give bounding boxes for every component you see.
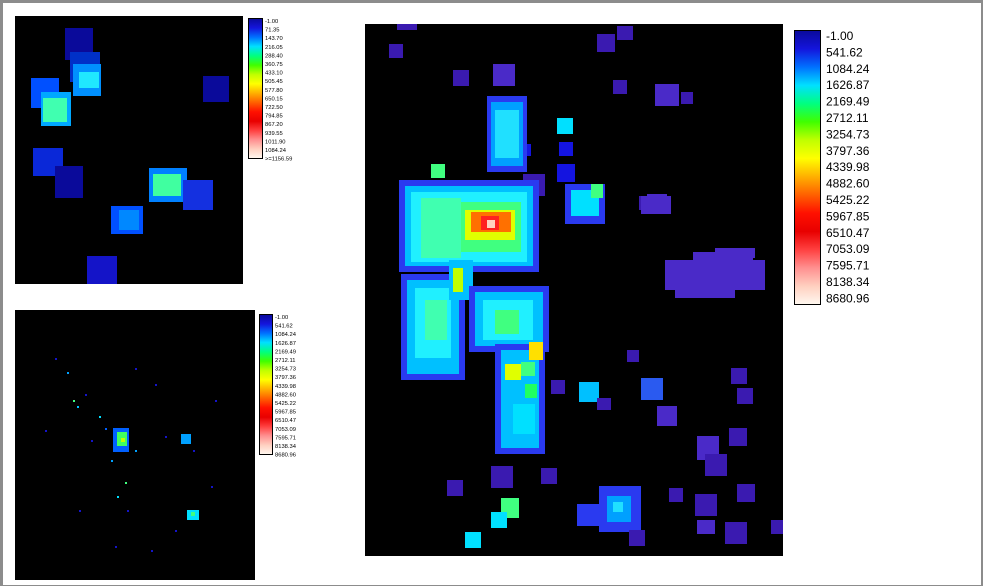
legend-label: 3797.36	[275, 375, 296, 381]
map-top-left	[15, 16, 243, 284]
color-bar	[259, 314, 273, 455]
legend-label: 3797.36	[826, 144, 870, 158]
legend-label: 577.80	[265, 88, 283, 94]
legend-label: 3254.73	[826, 127, 870, 141]
legend-label: 2169.49	[275, 349, 296, 355]
legend-label: 722.50	[265, 105, 283, 111]
legend-label: 5967.85	[826, 209, 870, 223]
legend-label: 7595.71	[275, 435, 296, 441]
hotspot-cluster	[113, 428, 199, 520]
east-plume	[665, 248, 765, 298]
legend-label: 4339.98	[826, 160, 870, 174]
map-bottom-left	[15, 310, 255, 580]
legend-label: 360.75	[265, 62, 283, 68]
legend-label: 1011.90	[265, 139, 286, 145]
legend-label: 8680.96	[275, 453, 296, 459]
legend-label: 2712.11	[826, 111, 869, 125]
cell	[55, 166, 83, 198]
legend-label: 8138.34	[826, 275, 870, 289]
color-scale: -1.00 541.62 1084.24 1626.87 2169.49 2712.11 3…	[794, 29, 870, 305]
speckle-layer	[45, 358, 217, 552]
legend-label: -1.00	[826, 29, 854, 43]
cell	[79, 72, 99, 88]
legend-label: 505.45	[265, 79, 283, 85]
legend-label: 1084.24	[275, 332, 297, 338]
legend-label: 288.40	[265, 53, 283, 59]
map-top-left-canvas	[31, 28, 229, 284]
legend-label: 939.55	[265, 131, 283, 137]
legend-label: >=1156.59	[265, 157, 292, 163]
scattered-cells	[447, 194, 783, 548]
legend-label: 433.10	[265, 71, 283, 77]
legend-label: 794.85	[265, 114, 283, 120]
legend-label: 1626.87	[826, 78, 870, 92]
cell	[183, 180, 213, 210]
main-cluster	[399, 96, 605, 454]
legend-label: 4339.98	[275, 384, 296, 390]
legend-bottom-left: -1.00 541.62 1084.24 1626.87 2169.49 2712.11 3…	[259, 314, 355, 459]
legend-label: 8680.96	[826, 291, 870, 305]
legend-label: 1084.24	[265, 148, 287, 154]
legend-label: 5425.22	[826, 193, 870, 207]
legend-label: 5967.85	[275, 410, 296, 416]
cell	[119, 210, 139, 230]
cell	[87, 256, 117, 284]
map-bottom-left-canvas	[45, 358, 217, 552]
legend-label: 2712.11	[275, 358, 296, 364]
legend-label: 1626.87	[275, 341, 296, 347]
cell	[203, 76, 229, 102]
legend-top-left: -1.00 71.35 143.70 216.05 288.40 360.75 433.10…	[248, 18, 345, 163]
legend-label: 7053.09	[826, 242, 870, 256]
color-scale: -1.00 71.35 143.70 216.05 288.40 360.75 433.10…	[248, 18, 292, 163]
color-bar	[794, 30, 821, 305]
legend-label: 7053.09	[275, 427, 296, 433]
map-main	[365, 24, 783, 556]
legend-label: 4882.60	[826, 177, 870, 191]
legend-label: 143.70	[265, 36, 283, 42]
legend-label: 650.15	[265, 96, 283, 102]
legend-label: -1.00	[275, 315, 288, 321]
legend-label: 5425.22	[275, 401, 296, 407]
legend-label: 8138.34	[275, 444, 297, 450]
color-scale: -1.00 541.62 1084.24 1626.87 2169.49 2712.11 3…	[259, 314, 297, 459]
color-bar	[248, 18, 263, 159]
legend-label: 6510.47	[275, 418, 296, 424]
legend-label: 216.05	[265, 45, 283, 51]
legend-label: 3254.73	[275, 367, 296, 373]
legend-label: 541.62	[275, 324, 293, 330]
legend-label: 7595.71	[826, 259, 870, 273]
cell	[153, 174, 181, 196]
legend-main: -1.00 541.62 1084.24 1626.87 2169.49 2712.11 3…	[794, 29, 906, 308]
legend-label: 2169.49	[826, 95, 870, 109]
legend-label: 1084.24	[826, 62, 870, 76]
legend-label: 71.35	[265, 28, 280, 34]
legend-label: 541.62	[826, 45, 863, 59]
legend-label: 6510.47	[826, 226, 870, 240]
cell	[43, 98, 67, 122]
map-main-canvas	[389, 24, 783, 548]
legend-label: -1.00	[265, 19, 278, 25]
legend-label: 867.20	[265, 122, 283, 128]
legend-label: 4882.60	[275, 392, 296, 398]
